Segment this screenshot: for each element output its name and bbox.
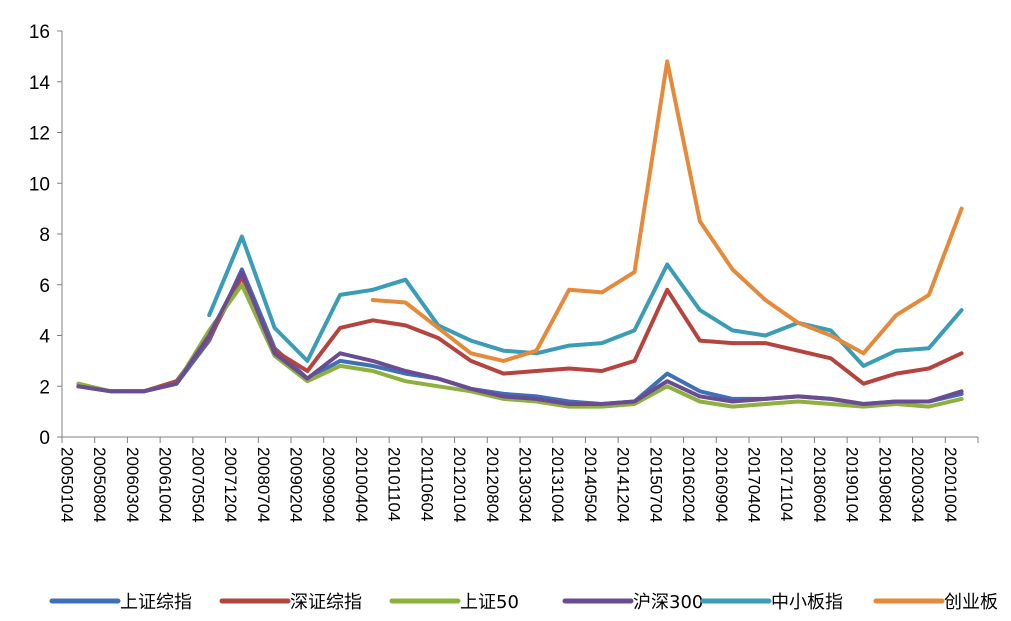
x-tick-label: 20200304 [908,447,927,523]
x-tick-label: 20071204 [221,447,240,523]
y-tick-label: 16 [29,22,50,43]
x-tick-label: 20180604 [810,447,829,523]
x-tick-label: 20101104 [385,447,404,521]
series-line-3 [76,282,964,409]
legend-label-5: 中小板指 [771,592,843,613]
x-tick-label: 20160204 [679,447,698,523]
y-tick-label: 12 [29,124,50,145]
x-tick-label: 20150704 [646,447,665,523]
y-tick-label: 2 [39,377,50,398]
x-tick-label: 20140504 [581,447,600,523]
y-tick-label: 0 [39,428,50,449]
x-tick-label: 20130304 [516,447,535,523]
y-tick-label: 8 [39,225,50,246]
x-tick-label: 20050104 [58,447,77,523]
x-tick-label: 20070504 [188,447,207,523]
x-tick-label: 20120104 [450,447,469,523]
legend-label-4: 沪深300 [633,592,703,613]
x-tick-label: 20190804 [875,447,894,523]
x-tick-label: 20080704 [254,447,273,523]
x-tick-label: 20050804 [90,447,109,523]
x-tick-label: 20120804 [483,447,502,523]
x-tick-label: 20160904 [712,447,731,523]
x-tick-label: 20090204 [287,447,306,523]
x-tick-label: 20171104 [777,447,796,521]
x-tick-label: 20061004 [156,447,175,523]
legend: 上证综指 深证综指 上证50 沪深300 中小板指 创业板 [49,592,998,613]
x-tick-label: 20190104 [843,447,862,523]
x-tick-label: 20141204 [614,447,633,523]
y-tick-label: 6 [39,276,50,297]
y-tick-label: 10 [29,174,50,195]
axis-layer: 0 2 4 6 8 10 12 14 16 20050104 20050804 20060304 200… [29,22,979,523]
x-tick-label: 20131004 [548,447,567,523]
x-tick-label: 20110604 [417,447,436,521]
x-tick-label: 20201004 [941,447,960,523]
legend-label-6: 创业板 [944,592,998,613]
x-tick-label: 20060304 [123,447,142,523]
series-line-4 [76,270,964,406]
legend-label-1: 上证综指 [120,592,192,613]
y-tick-label: 14 [29,73,51,94]
x-tick-label: 20090904 [319,447,338,523]
legend-label-2: 深证综指 [290,592,362,613]
x-tick-label: 20170404 [745,447,764,523]
y-tick-label: 4 [39,327,50,348]
series-line-6 [370,59,964,363]
series-layer [76,59,964,409]
x-tick-label: 20100404 [352,447,371,523]
legend-label-3: 上证50 [460,592,519,613]
